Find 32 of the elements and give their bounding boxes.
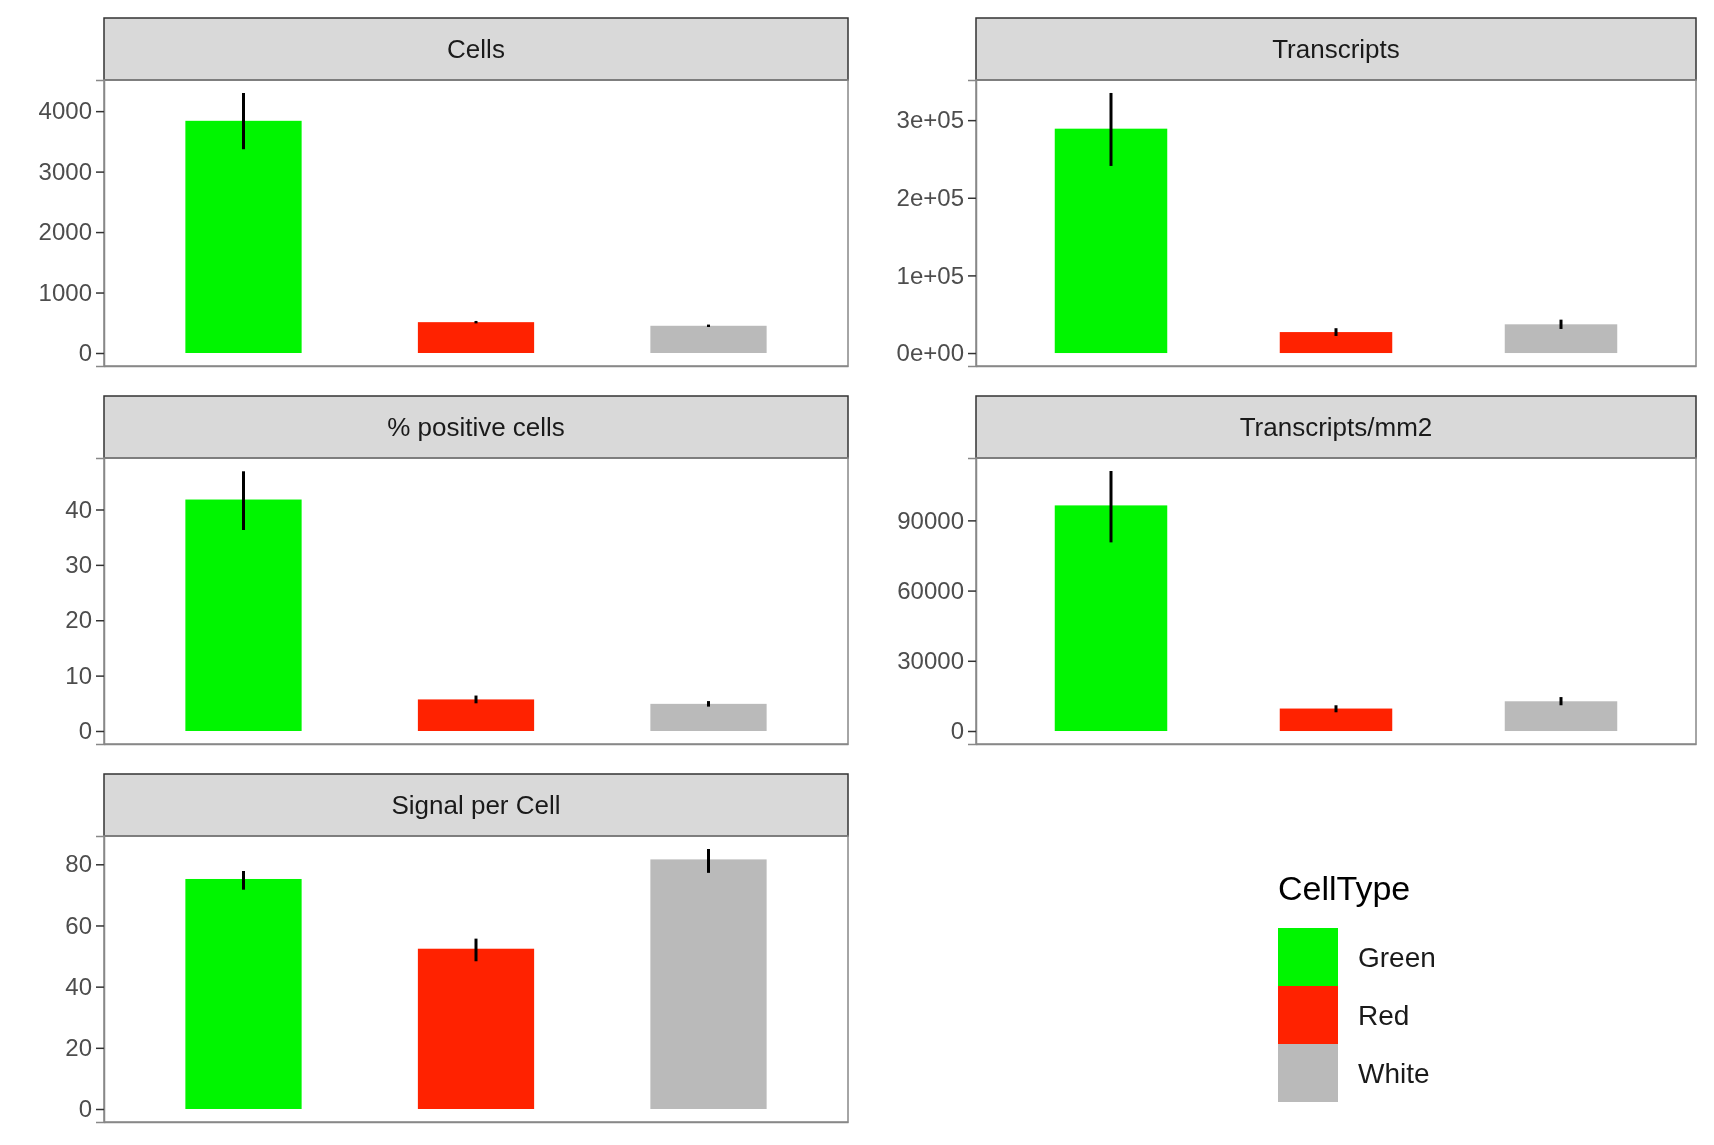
y-tick-label: 40: [65, 972, 92, 1000]
chart-title: Signal per Cell: [391, 790, 561, 820]
y-tick-label: 2e+05: [896, 183, 964, 211]
chart-title: Transcripts/mm2: [1239, 412, 1433, 442]
y-tick-label: 3e+05: [896, 106, 964, 134]
chart-title: Transcripts: [1272, 34, 1400, 64]
y-tick-label: 20: [65, 606, 92, 634]
y-tick-label: 60000: [897, 576, 964, 604]
y-tick-label: 40: [65, 495, 92, 523]
y-tick-label: 80: [65, 850, 92, 878]
legend-label: Red: [1358, 999, 1410, 1031]
y-tick-label: 1000: [38, 278, 92, 306]
y-tick-label: 30: [65, 551, 92, 579]
y-tick-label: 0e+00: [896, 339, 964, 367]
chart-title: % positive cells: [387, 412, 565, 442]
y-tick-label: 60: [65, 911, 92, 939]
y-tick-label: 0: [78, 339, 92, 367]
y-tick-label: 10: [65, 661, 92, 689]
y-tick-label: 0: [78, 717, 92, 745]
y-tick-label: 1e+05: [896, 261, 964, 289]
y-tick-label: 2000: [38, 218, 92, 246]
y-tick-label: 3000: [38, 157, 92, 185]
y-tick-label: 0: [950, 717, 964, 745]
y-tick-label: 90000: [897, 506, 964, 534]
legend-label: Green: [1358, 941, 1436, 973]
y-tick-label: 4000: [38, 97, 92, 125]
legend-title: CellType: [1278, 869, 1411, 907]
y-tick-label: 0: [78, 1095, 92, 1123]
chart-title: Cells: [447, 34, 505, 64]
legend-label: White: [1358, 1057, 1430, 1089]
y-tick-label: 20: [65, 1034, 92, 1061]
y-tick-label: 30000: [897, 646, 964, 674]
